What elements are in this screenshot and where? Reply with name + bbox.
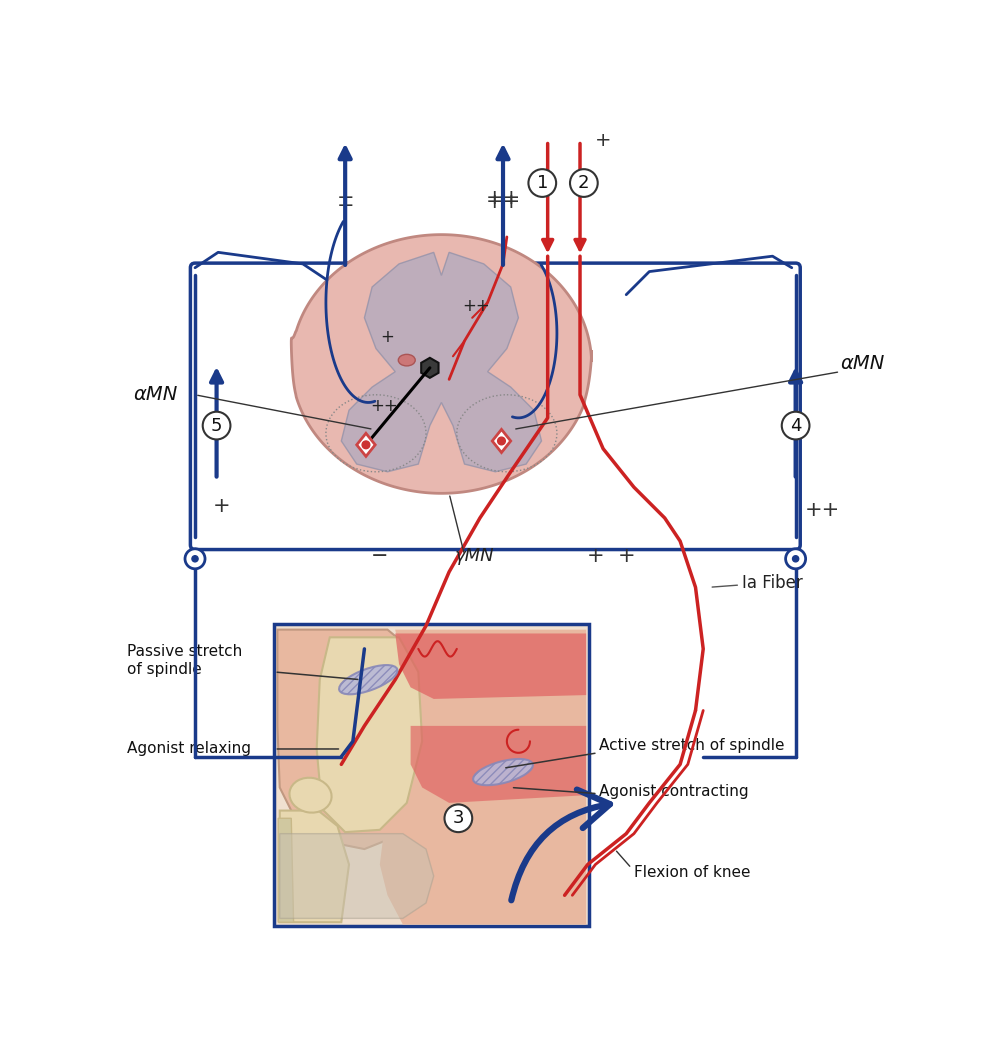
Circle shape (445, 805, 472, 832)
Polygon shape (492, 429, 511, 452)
Text: αMN: αMN (134, 385, 178, 404)
Polygon shape (341, 253, 541, 472)
Polygon shape (421, 358, 439, 378)
Ellipse shape (473, 759, 532, 785)
Text: +: + (595, 132, 611, 150)
Text: +: + (617, 546, 635, 567)
Circle shape (498, 437, 505, 445)
Circle shape (185, 549, 205, 569)
Text: +: + (336, 196, 354, 216)
Polygon shape (280, 810, 349, 922)
Text: γMN: γMN (455, 547, 494, 566)
FancyArrowPatch shape (512, 789, 610, 900)
Polygon shape (291, 235, 592, 494)
Text: 5: 5 (211, 417, 222, 434)
Text: ++: ++ (370, 398, 397, 416)
Circle shape (782, 411, 810, 440)
Circle shape (528, 169, 556, 197)
Text: Active stretch of spindle: Active stretch of spindle (599, 738, 785, 753)
Text: +: + (587, 546, 604, 567)
Text: 4: 4 (790, 417, 802, 434)
Text: Agonist relaxing: Agonist relaxing (127, 741, 251, 757)
Text: 1: 1 (536, 174, 548, 192)
Circle shape (570, 169, 598, 197)
FancyBboxPatch shape (274, 624, 590, 926)
Circle shape (203, 411, 231, 440)
Text: Agonist contracting: Agonist contracting (599, 784, 749, 799)
Text: +: + (213, 497, 231, 517)
Circle shape (362, 441, 370, 449)
Text: +: + (381, 328, 394, 346)
Text: ++: ++ (485, 188, 521, 209)
Circle shape (793, 555, 799, 562)
Text: ++: ++ (805, 500, 840, 520)
Polygon shape (317, 637, 422, 832)
Polygon shape (357, 433, 376, 456)
Ellipse shape (339, 665, 397, 694)
Text: 2: 2 (578, 174, 590, 192)
Polygon shape (278, 818, 294, 922)
Text: Ia Fiber: Ia Fiber (741, 574, 803, 592)
Ellipse shape (398, 354, 415, 365)
Text: Passive stretch
of spindle: Passive stretch of spindle (127, 644, 243, 677)
Polygon shape (277, 630, 434, 849)
Circle shape (786, 549, 806, 569)
Circle shape (192, 555, 198, 562)
Text: αMN: αMN (840, 355, 884, 374)
Text: +: + (336, 188, 354, 209)
Text: −: − (371, 546, 388, 567)
Text: ++: ++ (462, 298, 490, 315)
Ellipse shape (290, 778, 331, 812)
Polygon shape (395, 634, 586, 698)
Polygon shape (380, 630, 586, 925)
Polygon shape (280, 834, 434, 919)
Text: ++: ++ (485, 192, 521, 212)
Text: 3: 3 (453, 809, 464, 827)
Polygon shape (410, 726, 586, 803)
Text: Flexion of knee: Flexion of knee (634, 864, 750, 880)
